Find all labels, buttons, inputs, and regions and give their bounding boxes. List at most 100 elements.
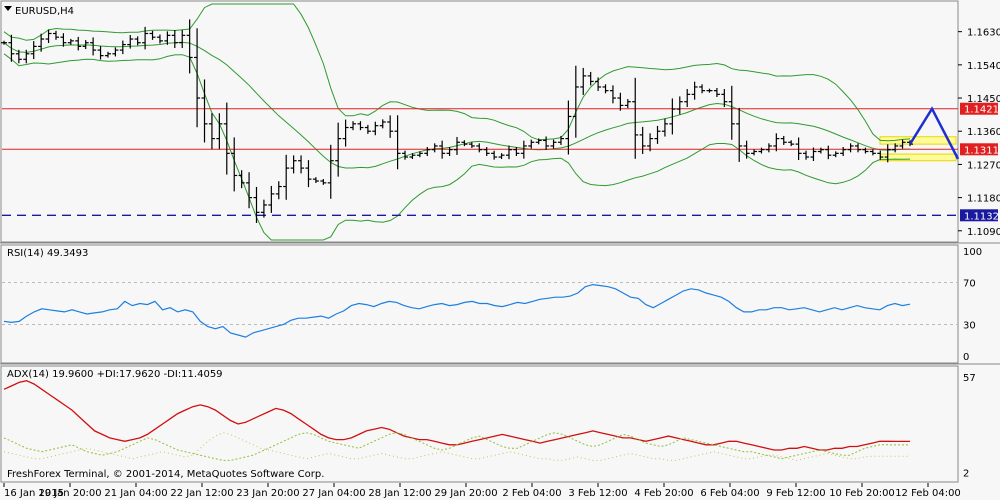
time-tick-label: 12 Feb 04:00	[895, 488, 961, 499]
price-bar	[327, 144, 334, 199]
price-bar	[431, 143, 438, 153]
price-bar	[201, 79, 208, 143]
price-bar	[439, 140, 446, 159]
price-tick-label: 1.1360	[967, 127, 1000, 138]
price-bar	[1, 40, 7, 45]
price-bar	[765, 143, 772, 153]
price-bar	[90, 37, 97, 56]
time-tick-label: 2 Feb 04:00	[502, 488, 561, 499]
price-bar	[773, 133, 780, 152]
price-bar	[557, 135, 564, 145]
price-bar	[75, 36, 82, 51]
price-tick-label: 1.1540	[967, 61, 1000, 72]
price-bar	[617, 92, 624, 111]
time-tick-label: 3 Feb 12:00	[568, 488, 627, 499]
price-bar	[676, 96, 683, 115]
bollinger-upper-line	[3, 3, 911, 142]
price-bar	[357, 121, 364, 131]
time-tick-label: 21 Jan 04:00	[104, 488, 167, 499]
price-bar	[550, 139, 557, 149]
price-bar	[416, 151, 423, 158]
price-bar	[364, 124, 371, 134]
rsi-line	[3, 283, 911, 338]
price-bar	[8, 34, 15, 62]
price-bar	[97, 46, 104, 60]
price-bar	[298, 155, 305, 174]
level-price-label-1: 1.1311	[964, 145, 999, 156]
price-bar	[513, 147, 520, 156]
time-tick-label: 22 Jan 12:00	[170, 488, 233, 499]
rsi-tick-label: 0	[963, 352, 969, 363]
price-bar	[461, 140, 468, 147]
price-bar	[335, 122, 342, 177]
rsi-pane-frame	[0, 244, 959, 364]
price-bar	[52, 30, 59, 40]
price-bar	[134, 36, 141, 46]
level-price-label-2: 1.1132	[964, 211, 999, 222]
rsi-title: RSI(14) 49.3493	[7, 248, 88, 259]
copyright-text: FreshForex Terminal, © 2001-2014, MetaQu…	[7, 469, 324, 480]
bollinger-lower-line	[3, 53, 911, 241]
price-bar	[669, 98, 676, 135]
price-bar	[892, 143, 899, 153]
price-bar	[780, 135, 787, 145]
chart-menu-icon[interactable]	[4, 6, 12, 11]
price-bar	[312, 177, 319, 183]
price-bar	[736, 107, 743, 162]
time-tick-label: 9 Feb 12:00	[766, 488, 825, 499]
price-bar	[30, 41, 37, 60]
price-bar	[402, 150, 409, 160]
price-bar	[216, 113, 223, 150]
adx-title: ADX(14) 19.9600 +DI:17.9620 -DI:11.4059	[7, 369, 223, 380]
price-bar	[104, 51, 111, 58]
price-bar	[877, 150, 884, 160]
time-tick-label: 27 Jan 04:00	[302, 488, 365, 499]
price-bar	[713, 88, 720, 97]
price-bar	[595, 77, 602, 91]
price-tick-label: 1.1630	[967, 28, 1000, 39]
time-tick-label: 28 Jan 12:00	[368, 488, 431, 499]
time-tick-label: 4 Feb 20:00	[634, 488, 693, 499]
level-price-label-0: 1.1421	[964, 105, 999, 116]
price-bar	[602, 84, 609, 94]
price-bar	[810, 147, 817, 162]
price-bar	[483, 147, 490, 156]
price-bar	[632, 77, 639, 159]
price-bar	[275, 181, 282, 200]
price-bar	[268, 185, 275, 213]
time-tick-label: 6 Feb 04:00	[700, 488, 759, 499]
price-bar	[290, 155, 297, 174]
price-bar	[60, 33, 67, 47]
price-tick-label: 1.1090	[967, 227, 1000, 238]
price-bar	[283, 154, 290, 200]
time-tick-label: 23 Jan 20:00	[236, 488, 299, 499]
price-bar	[528, 139, 535, 149]
time-tick-label: 10 Feb 20:00	[829, 488, 895, 499]
di-plus-line	[3, 432, 910, 461]
level-price-box-2	[960, 209, 998, 222]
price-bar	[661, 118, 668, 137]
price-bar	[350, 121, 357, 131]
price-bar	[899, 139, 906, 149]
price-bar	[372, 121, 379, 136]
price-bar	[320, 179, 327, 185]
price-bar	[624, 99, 631, 109]
price-bar	[171, 30, 178, 49]
price-bar	[647, 133, 654, 152]
price-bar	[164, 31, 171, 45]
level-price-box-0	[960, 102, 998, 115]
price-bar	[691, 81, 698, 100]
price-bar	[684, 89, 691, 108]
price-bar	[491, 150, 498, 160]
price-bar	[639, 126, 646, 154]
price-bar	[67, 38, 74, 45]
adx-tick-label: 2	[963, 469, 969, 480]
price-bar	[23, 49, 30, 64]
price-bar	[817, 147, 824, 154]
price-bar	[706, 88, 713, 93]
price-tick-label: 1.1450	[967, 94, 1000, 105]
price-bar	[565, 100, 572, 155]
price-bar	[520, 140, 527, 159]
